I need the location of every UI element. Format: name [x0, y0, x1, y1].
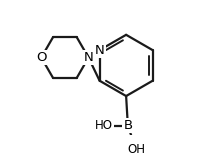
- Text: N: N: [95, 44, 105, 57]
- Text: OH: OH: [128, 143, 146, 155]
- Text: O: O: [36, 51, 46, 64]
- Text: HO: HO: [95, 119, 113, 132]
- Text: N: N: [84, 51, 93, 64]
- Text: B: B: [123, 119, 132, 132]
